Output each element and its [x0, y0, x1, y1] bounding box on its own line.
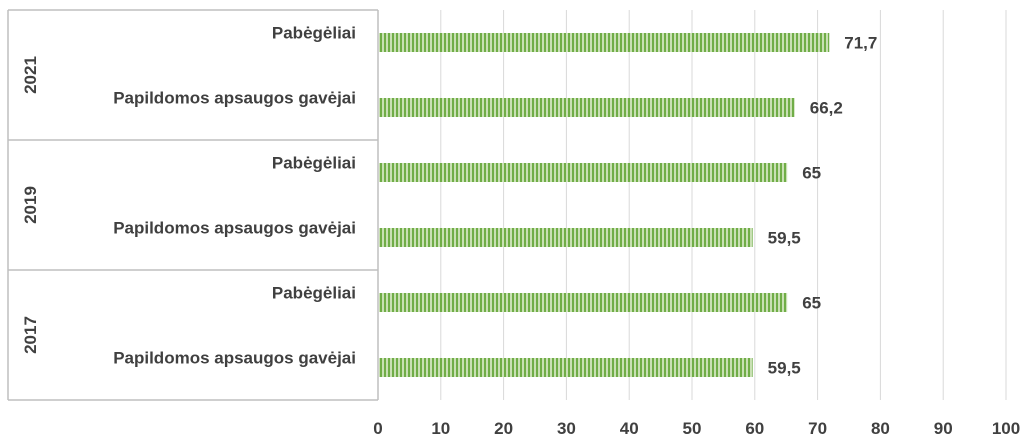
- group-label: 2019: [21, 186, 40, 224]
- data-label: 59,5: [768, 229, 801, 248]
- bar: [379, 33, 830, 52]
- x-tick-label: 70: [808, 419, 827, 438]
- group-label: 2017: [21, 316, 40, 354]
- data-label: 66,2: [810, 99, 843, 118]
- group-label: 2021: [21, 56, 40, 94]
- data-label: 59,5: [768, 359, 801, 378]
- bars: [379, 33, 830, 377]
- data-label: 65: [802, 294, 821, 313]
- labels: 0 10 20 30 40 50 60 70 80 90 100 2021 Pabėgėliai 71,7…: [21, 24, 1020, 438]
- x-tick-label: 90: [934, 419, 953, 438]
- grid-lines: [440, 10, 1007, 400]
- bar: [379, 163, 788, 182]
- data-label: 65: [802, 164, 821, 183]
- x-tick-label: 0: [373, 419, 382, 438]
- bar: [379, 228, 753, 247]
- category-label: Pabėgėliai: [272, 284, 356, 303]
- category-label: Papildomos apsaugos gavėjai: [113, 349, 356, 368]
- category-label: Pabėgėliai: [272, 154, 356, 173]
- x-tick-label: 40: [620, 419, 639, 438]
- x-tick-label: 50: [683, 419, 702, 438]
- category-label: Pabėgėliai: [272, 24, 356, 43]
- x-tick-label: 30: [557, 419, 576, 438]
- category-label: Papildomos apsaugos gavėjai: [113, 219, 356, 238]
- x-tick-label: 60: [745, 419, 764, 438]
- bar: [379, 98, 795, 117]
- x-tick-label: 100: [992, 419, 1020, 438]
- category-axis: [7, 9, 379, 401]
- data-label: 71,7: [844, 34, 877, 53]
- x-tick-label: 10: [431, 419, 450, 438]
- bar: [379, 358, 753, 377]
- bar: [379, 293, 788, 312]
- x-tick-label: 20: [494, 419, 513, 438]
- category-label: Papildomos apsaugos gavėjai: [113, 89, 356, 108]
- x-tick-label: 80: [871, 419, 890, 438]
